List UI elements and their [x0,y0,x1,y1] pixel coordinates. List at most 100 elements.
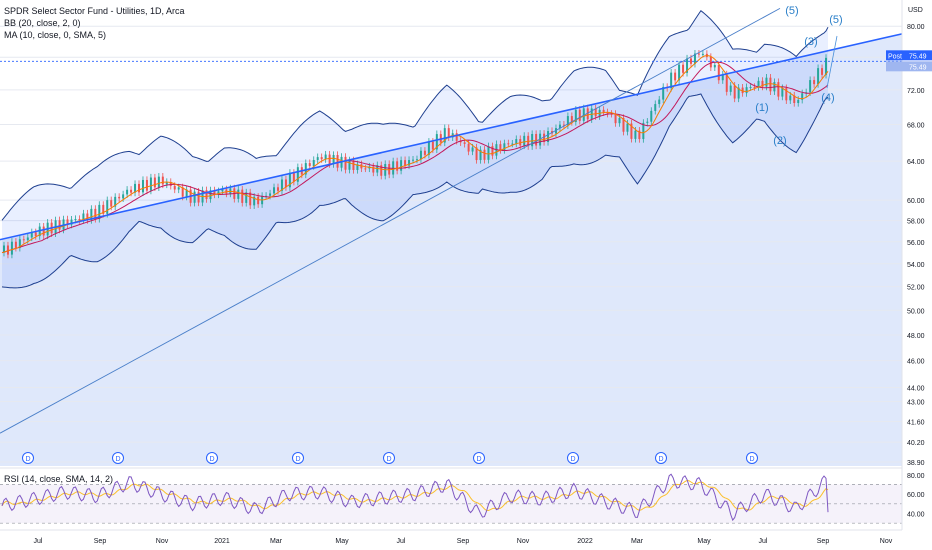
wave-label: (5) [829,14,842,26]
dividend-marker-label: D [658,456,663,463]
candle-body [10,241,13,255]
candle-body [181,187,184,197]
dividend-marker [473,452,485,464]
candle-body [459,140,462,143]
candle-body [642,122,645,140]
wave-label: (3) [804,36,817,48]
candle-body [678,64,681,81]
candle-body [761,80,764,87]
candle-body [42,226,45,236]
candle-body [447,128,450,138]
candle-body [662,86,665,100]
rsi-tick-label: 40.00 [907,512,925,519]
candle-body [320,157,323,160]
candle-body [511,143,514,145]
candle-body [205,190,208,200]
price-tick-label: 46.00 [907,359,925,366]
candle-body [483,149,486,160]
candle-body [733,85,736,99]
candle-body [356,164,359,171]
candle-body [237,189,240,199]
candle-body [547,131,550,142]
candle-body [558,124,561,129]
price-tick-label: 50.00 [907,308,925,315]
candle-body [34,232,37,237]
rsi-tick-label: 80.00 [907,473,925,480]
candle-body [753,86,756,88]
dividend-marker [383,452,395,464]
price-tick-label: 52.00 [907,285,925,292]
candle-body [177,187,180,190]
candle-body [185,189,188,197]
price-tick-label: 48.00 [907,333,925,340]
candle-body [566,116,569,126]
candle-body [491,146,494,156]
secondary-tag-value: 75.49 [909,64,927,71]
candle-body [423,150,426,155]
candle-body [241,189,244,203]
candle-body [138,183,141,193]
candle-body [396,161,399,171]
dividend-marker-label: D [25,456,30,463]
candle-body [169,181,172,186]
candle-body [122,194,125,199]
candle-body [18,239,21,248]
candle-body [674,72,677,81]
candle-body [809,80,812,93]
price-tick-label: 72.00 [907,88,925,95]
candle-body [292,172,295,182]
candle-body [90,208,93,221]
price-tick-label: 38.90 [907,460,925,467]
dividend-marker-label: D [295,456,300,463]
secondary-tag [886,61,932,72]
time-tick-label: Sep [817,538,830,545]
candle-body [86,213,89,221]
candle-body [777,82,780,97]
candle-body [475,147,478,161]
legend-bb: BB (20, close, 2, 0) [4,18,81,28]
time-tick-label: Mar [631,538,644,545]
dividend-marker [655,452,667,464]
dividend-marker [22,452,34,464]
candle-body [400,160,403,171]
candle-body [217,191,220,195]
candle-body [487,146,490,160]
candle-body [284,179,287,188]
candle-body [273,187,276,194]
wave-label: (1) [755,102,768,114]
wedge-region [0,33,902,467]
candle-body [280,179,283,191]
candle-body [455,133,458,141]
time-tick-label: May [335,538,349,545]
candle-body [134,183,137,193]
candle-body [161,176,164,185]
candle-body [276,187,279,191]
candle-body [288,172,291,188]
candle-body [419,150,422,160]
candle-body [316,157,319,160]
candle-body [380,165,383,176]
candle-body [650,110,653,122]
candle-body [789,95,792,101]
candle-body [697,53,700,55]
candle-body [781,88,784,97]
candle-body [646,121,649,123]
candle-body [693,53,696,64]
candle-body [717,64,720,81]
candle-body [352,160,355,171]
candle-body [531,133,534,147]
candle-body [578,109,581,121]
dividend-marker-label: D [386,456,391,463]
candle-body [701,53,704,55]
price-tick-label: 43.00 [907,399,925,406]
candle-body [654,104,657,111]
candle-body [507,143,510,145]
candle-body [126,189,129,195]
candle-body [102,204,105,214]
candle-body [586,108,589,120]
candle-body [149,177,152,191]
price-axis-unit: USD [908,7,923,14]
candle-body [499,144,502,151]
candle-body [165,181,168,185]
